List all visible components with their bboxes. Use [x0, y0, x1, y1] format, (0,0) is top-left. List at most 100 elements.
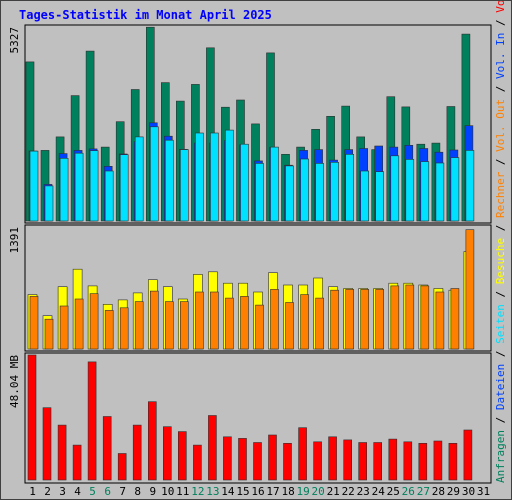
- x-tick-day-4: 4: [74, 485, 81, 498]
- bar-rechner-day-18: [285, 302, 294, 350]
- side-legend-part-10: Vol. Out: [494, 99, 507, 152]
- bar-volumen-day-8: [132, 424, 142, 481]
- bar-volumen-day-21: [328, 436, 337, 481]
- bar-seiten-day-9: [150, 126, 159, 222]
- bar-volumen-day-4: [72, 444, 82, 481]
- bar-volumen-day-29: [448, 442, 458, 481]
- bar-volumen-day-13: [208, 415, 217, 481]
- bar-rechner-day-15: [240, 296, 249, 350]
- bar-volumen-day-2: [42, 407, 52, 481]
- bar-seiten-day-6: [104, 170, 114, 222]
- bar-rechner-day-11: [180, 301, 189, 350]
- side-legend-part-14: Volumen: [494, 1, 507, 13]
- bar-volumen-day-1: [27, 354, 37, 481]
- side-legend-part-3: /: [494, 344, 507, 364]
- bar-rechner-day-26: [405, 284, 415, 350]
- x-tick-day-21: 21: [327, 485, 340, 498]
- bar-volumen-day-18: [283, 442, 292, 481]
- x-tick-day-14: 14: [221, 485, 235, 498]
- x-tick-day-10: 10: [161, 485, 174, 498]
- bar-seiten-day-20: [315, 163, 324, 222]
- bar-volumen-day-25: [388, 438, 398, 481]
- x-tick-day-24: 24: [372, 485, 386, 498]
- bar-volumen-day-17: [268, 434, 277, 481]
- bar-volumen-day-15: [238, 438, 247, 481]
- bar-volumen-day-7: [117, 453, 127, 481]
- bar-rechner-day-19: [300, 294, 309, 350]
- x-tick-day-20: 20: [311, 485, 324, 498]
- bar-volumen-day-23: [358, 442, 368, 481]
- side-legend-part-11: /: [494, 79, 507, 99]
- bar-volumen-day-20: [313, 441, 322, 481]
- bar-rechner-day-10: [165, 301, 174, 350]
- x-tick-day-28: 28: [432, 485, 445, 498]
- x-tick-day-22: 22: [342, 485, 355, 498]
- bar-volumen-day-5: [87, 361, 97, 481]
- bar-rechner-day-2: [44, 318, 54, 350]
- side-legend-part-8: Rechner: [494, 171, 507, 218]
- bar-seiten-day-25: [390, 155, 400, 222]
- bar-volumen-day-28: [433, 440, 443, 481]
- bar-rechner-day-25: [390, 285, 400, 350]
- x-tick-day-15: 15: [236, 485, 249, 498]
- x-tick-day-5: 5: [89, 485, 96, 498]
- x-tick-day-29: 29: [447, 485, 460, 498]
- x-tick-day-2: 2: [44, 485, 51, 498]
- x-tick-day-16: 16: [251, 485, 264, 498]
- side-legend-part-5: /: [494, 284, 507, 304]
- bar-seiten-day-21: [330, 162, 339, 222]
- bar-seiten-day-12: [195, 132, 204, 222]
- x-tick-day-17: 17: [266, 485, 279, 498]
- x-tick-day-1: 1: [29, 485, 36, 498]
- x-tick-day-13: 13: [206, 485, 219, 498]
- page-title: Tages-Statistik im Monat April 2025: [19, 8, 272, 22]
- bar-rechner-day-22: [345, 289, 355, 350]
- side-legend-part-1: /: [494, 410, 507, 430]
- x-tick-day-18: 18: [281, 485, 294, 498]
- x-tick-day-31: 31: [477, 485, 490, 498]
- panel-frame-1: [24, 24, 492, 224]
- x-tick-day-8: 8: [134, 485, 141, 498]
- bar-rechner-day-24: [375, 289, 385, 350]
- bar-seiten-day-18: [285, 165, 294, 222]
- bar-volumen-day-10: [163, 426, 172, 481]
- bar-seiten-day-23: [360, 170, 370, 222]
- side-legend-part-7: /: [494, 218, 507, 238]
- bar-seiten-day-13: [210, 132, 219, 222]
- bar-seiten-day-26: [405, 159, 415, 222]
- bar-rechner-day-28: [435, 291, 445, 350]
- bar-seiten-day-4: [74, 152, 84, 222]
- bar-seiten-day-22: [345, 154, 355, 222]
- bar-volumen-day-27: [418, 442, 428, 481]
- x-tick-day-9: 9: [149, 485, 156, 498]
- bar-rechner-day-17: [270, 289, 279, 350]
- x-tick-day-6: 6: [104, 485, 111, 498]
- bar-volumen-day-16: [253, 442, 262, 481]
- bar-seiten-day-2: [44, 185, 54, 222]
- bar-seiten-day-28: [435, 162, 445, 222]
- bar-seiten-day-3: [59, 158, 69, 222]
- bar-rechner-day-14: [225, 297, 234, 350]
- panel-frame-3: [24, 352, 492, 484]
- bar-rechner-day-21: [330, 289, 339, 350]
- bar-rechner-day-7: [119, 307, 129, 350]
- x-tick-day-7: 7: [119, 485, 126, 498]
- bar-rechner-day-8: [134, 301, 144, 350]
- x-tick-day-19: 19: [296, 485, 309, 498]
- x-tick-day-11: 11: [176, 485, 189, 498]
- bar-rechner-day-30: [465, 229, 475, 350]
- side-legend-part-6: Besuche: [494, 238, 507, 284]
- bar-seiten-day-8: [134, 136, 144, 222]
- x-tick-day-25: 25: [387, 485, 400, 498]
- side-legend-part-0: Anfragen: [494, 430, 507, 483]
- bar-volumen-day-19: [298, 427, 307, 481]
- bar-seiten-day-7: [119, 154, 129, 222]
- bar-volumen-day-24: [373, 442, 383, 481]
- x-tick-day-23: 23: [357, 485, 370, 498]
- bar-volumen-day-14: [223, 436, 232, 481]
- bar-rechner-day-1: [29, 296, 39, 350]
- bar-seiten-day-16: [255, 163, 264, 222]
- bar-seiten-day-30: [465, 150, 475, 222]
